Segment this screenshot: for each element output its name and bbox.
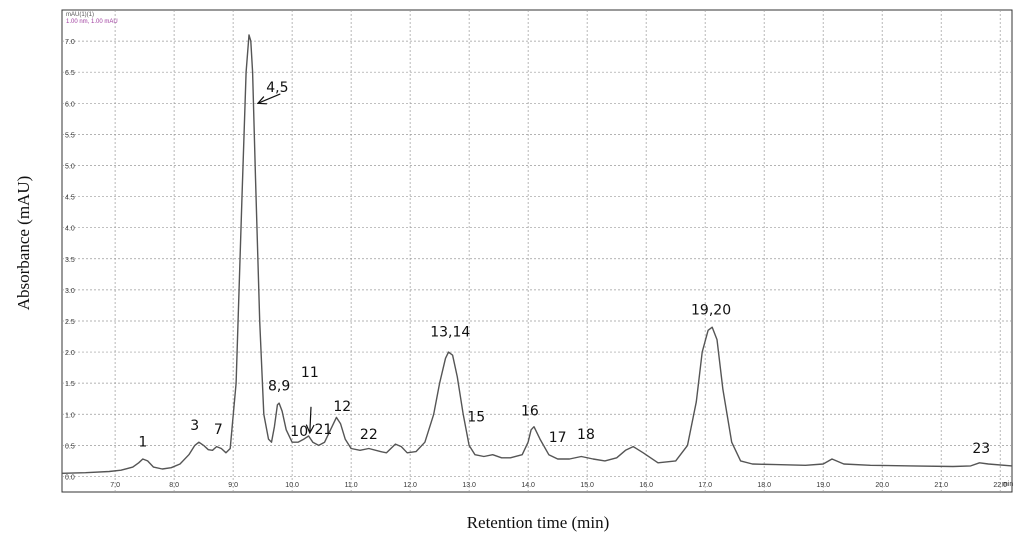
x-tick-label: 20.0	[875, 482, 889, 489]
y-tick-label: 1.5	[65, 381, 75, 388]
x-tick-label: 16.0	[639, 482, 653, 489]
x-tick-label: 13.0	[462, 482, 476, 489]
grid-lines	[62, 10, 1012, 492]
y-tick-label: 2.5	[65, 319, 75, 326]
peak-label: 10	[290, 424, 308, 440]
peak-label: 15	[467, 410, 485, 426]
x-tick-label: 12.0	[403, 482, 417, 489]
peak-label: 3	[190, 418, 199, 434]
x-tick-label: 9.0	[228, 482, 238, 489]
y-tick-label: 4.0	[65, 226, 75, 233]
peak-arrow	[309, 406, 312, 433]
plot-area	[61, 9, 1013, 493]
arrow-layer	[256, 93, 315, 435]
x-axis-title: Retention time (min)	[467, 513, 610, 532]
y-tick-label: 7.0	[65, 39, 75, 46]
x-tick-label: 17.0	[698, 482, 712, 489]
peak-label: 12	[333, 399, 351, 415]
peak-label: 11	[301, 365, 319, 381]
peak-label: 22	[360, 427, 378, 443]
x-tick-label: 14.0	[521, 482, 535, 489]
y-tick-label: 3.5	[65, 257, 75, 264]
peak-label: 8,9	[268, 379, 290, 395]
peak-label: 19,20	[691, 303, 731, 319]
x-tick-label: 19.0	[816, 482, 830, 489]
x-axis-unit: min	[1002, 481, 1013, 488]
series-layer	[61, 34, 1013, 474]
y-axis-title: Absorbance (mAU)	[14, 176, 33, 311]
peak-arrow	[257, 93, 281, 104]
y-tick-label: 0.0	[65, 474, 75, 481]
peak-label: 4,5	[266, 80, 288, 96]
peak-label: 17	[549, 430, 567, 446]
y-tick-label: 5.5	[65, 132, 75, 139]
x-tick-label: 22.0	[993, 482, 1007, 489]
x-tick-label: 10.0	[285, 482, 299, 489]
y-tick-label: 6.5	[65, 70, 75, 77]
peak-label: 23	[972, 441, 990, 457]
peak-label: 7	[214, 422, 223, 438]
x-tick-label: 8.0	[169, 482, 179, 489]
y-tick-label: 1.0	[65, 412, 75, 419]
peak-label: 16	[521, 404, 539, 420]
x-tick-label: 11.0	[345, 482, 358, 489]
y-tick-label: 3.0	[65, 288, 75, 295]
x-tick-label: 15.0	[580, 482, 594, 489]
x-tick-label: 18.0	[757, 482, 771, 489]
y-tick-label: 4.5	[65, 195, 75, 202]
peak-arrow-head	[305, 424, 315, 435]
peak-label: 1	[138, 435, 147, 451]
y-tick-label: 5.0	[65, 163, 75, 170]
chromatogram-trace	[61, 34, 1013, 474]
y-tick-label: 6.0	[65, 101, 75, 108]
y-axis: 0.0 0.5 1.0 1.5 2.0 2.5 3.0 3.5 4.0 4.5 5.0 5.5 6.0 6…	[65, 39, 75, 481]
peak-arrow-head	[256, 96, 267, 105]
x-axis: 7.0 8.0 9.0 10.0 11.0 12.0 13.0 14.0 15.0 16.0 17.…	[110, 482, 1007, 489]
y-tick-label: 2.0	[65, 350, 75, 357]
header-line-1: mAU(1)(1)	[66, 12, 94, 18]
y-tick-label: 0.5	[65, 443, 75, 450]
peak-label: 13,14	[430, 325, 470, 341]
x-tick-label: 7.0	[110, 482, 120, 489]
header-line-2: 1.00 nm, 1.00 mAU	[66, 19, 118, 25]
peak-label: 18	[577, 427, 595, 443]
x-tick-label: 21.0	[934, 482, 948, 489]
peak-label: 21	[314, 422, 332, 438]
